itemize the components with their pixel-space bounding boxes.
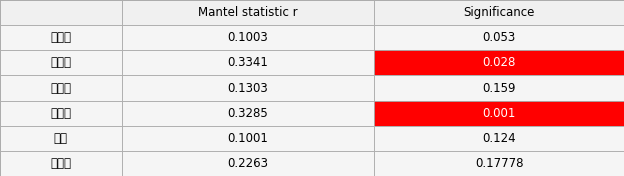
Text: Mantel statistic r: Mantel statistic r <box>198 6 298 19</box>
Bar <box>0 126 122 151</box>
Text: 경상도: 경상도 <box>51 31 71 44</box>
Bar <box>374 25 624 50</box>
Bar <box>0 0 122 25</box>
Bar <box>0 76 122 100</box>
Text: 0.053: 0.053 <box>482 31 516 44</box>
Text: Significance: Significance <box>464 6 535 19</box>
Bar <box>374 0 624 25</box>
Bar <box>0 100 122 126</box>
Text: 0.028: 0.028 <box>482 56 516 69</box>
Bar <box>122 0 374 25</box>
Text: 0.2263: 0.2263 <box>228 157 268 170</box>
Text: 서울: 서울 <box>54 132 68 145</box>
Bar <box>374 126 624 151</box>
Text: 강원도: 강원도 <box>51 81 71 95</box>
Text: 0.1003: 0.1003 <box>228 31 268 44</box>
Bar <box>122 100 374 126</box>
Text: 0.124: 0.124 <box>482 132 516 145</box>
Bar <box>122 76 374 100</box>
Text: 0.3285: 0.3285 <box>228 107 268 120</box>
Bar <box>122 126 374 151</box>
Text: 0.17778: 0.17778 <box>475 157 524 170</box>
Text: 0.159: 0.159 <box>482 81 516 95</box>
Bar <box>374 50 624 76</box>
Bar <box>0 50 122 76</box>
Bar <box>122 151 374 176</box>
Bar <box>0 25 122 50</box>
Text: 0.1303: 0.1303 <box>228 81 268 95</box>
Bar <box>374 76 624 100</box>
Bar <box>122 25 374 50</box>
Bar <box>122 50 374 76</box>
Text: 충청도: 충청도 <box>51 157 71 170</box>
Text: 0.1001: 0.1001 <box>228 132 268 145</box>
Text: 전라도: 전라도 <box>51 107 71 120</box>
Text: 0.3341: 0.3341 <box>228 56 268 69</box>
Text: 0.001: 0.001 <box>482 107 516 120</box>
Bar <box>0 151 122 176</box>
Bar <box>374 151 624 176</box>
Text: 경기도: 경기도 <box>51 56 71 69</box>
Bar <box>374 100 624 126</box>
